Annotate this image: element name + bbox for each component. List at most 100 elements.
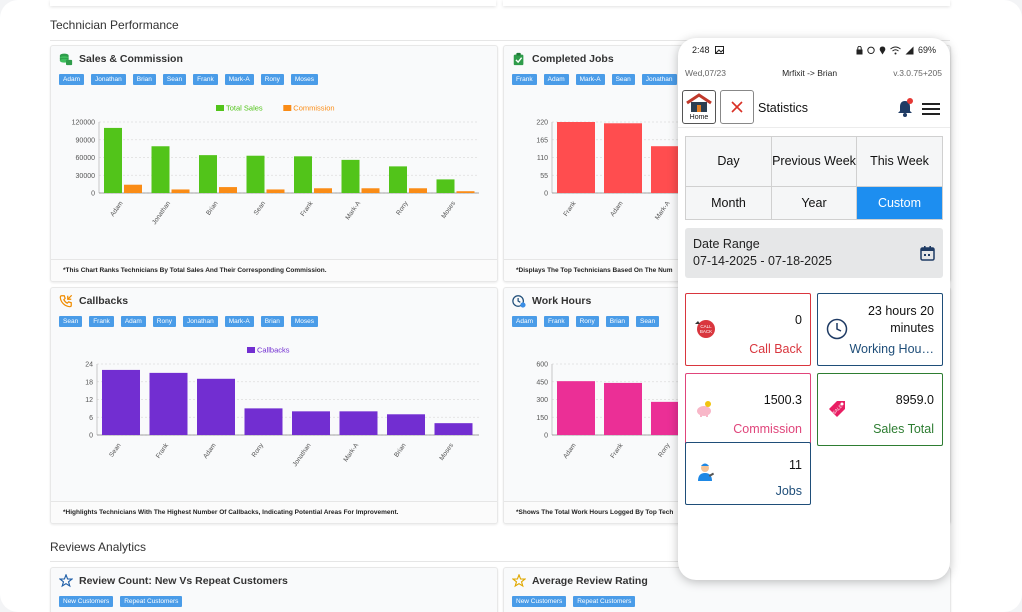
chip-adam[interactable]: Adam xyxy=(543,74,569,85)
period-month[interactable]: Month xyxy=(686,187,772,219)
chip-sean[interactable]: Sean xyxy=(162,74,187,85)
alarm-status-icon xyxy=(867,46,875,54)
card-title: Sales & Commission xyxy=(79,53,183,65)
x-tick-label: Sean xyxy=(108,442,123,459)
chip-frank[interactable]: Frank xyxy=(543,316,569,327)
lock-status-icon xyxy=(856,45,863,54)
chip-adam[interactable]: Adam xyxy=(512,316,537,327)
chip-rony[interactable]: Rony xyxy=(152,316,176,327)
period-year[interactable]: Year xyxy=(772,187,857,219)
bar-commission xyxy=(219,187,237,193)
app-header: Home Statistics xyxy=(678,88,950,128)
chip-new-customers[interactable]: New Customers xyxy=(59,596,114,607)
chip-frank[interactable]: Frank xyxy=(512,74,537,85)
chip-frank[interactable]: Frank xyxy=(89,316,114,327)
chip-brian[interactable]: Brian xyxy=(605,316,629,327)
notification-bell-icon[interactable] xyxy=(896,98,914,118)
chip-rony[interactable]: Rony xyxy=(260,74,284,85)
bar-value xyxy=(604,123,642,193)
app-version: v.3.0.75+205 xyxy=(893,68,942,78)
chip-jonathan[interactable]: Jonathan xyxy=(641,74,677,85)
chip-adam[interactable]: Adam xyxy=(120,316,146,327)
card-title: Callbacks xyxy=(79,295,129,307)
battery-level: 69% xyxy=(917,45,936,55)
bar-value xyxy=(557,381,595,435)
stat-card-callbacks[interactable]: CALL BACK 0 Call Back xyxy=(685,293,811,366)
stat-label: Sales Total xyxy=(873,422,934,436)
y-tick-label: 6 xyxy=(89,415,93,422)
svg-text:BACK: BACK xyxy=(700,329,712,334)
y-tick-label: 12 xyxy=(85,397,93,404)
customer-filter-chips: New Customers Repeat Customers xyxy=(59,596,183,607)
bar-commission xyxy=(314,188,332,193)
stat-value: 0 xyxy=(795,313,802,327)
chip-sean[interactable]: Sean xyxy=(635,316,660,327)
period-selector: Day Previous Week This Week Month Year C… xyxy=(685,136,943,220)
stat-label: Jobs xyxy=(775,484,802,498)
chip-mark-a[interactable]: Mark-A xyxy=(575,74,605,85)
close-button[interactable] xyxy=(720,90,754,124)
bar-commission xyxy=(171,189,190,193)
callbacks-card: Callbacks Sean Frank Adam Rony Jonathan … xyxy=(50,287,498,524)
period-custom[interactable]: Custom xyxy=(857,187,942,219)
chip-mark-a[interactable]: Mark-A xyxy=(224,316,254,327)
stat-value: 1500.3 xyxy=(763,393,802,407)
chip-brian[interactable]: Brian xyxy=(260,316,284,327)
chip-adam[interactable]: Adam xyxy=(59,74,84,85)
x-tick-label: Moses xyxy=(440,200,457,220)
legend-label: Total Sales xyxy=(226,104,263,113)
clock-icon xyxy=(826,318,848,340)
card-title: Completed Jobs xyxy=(532,53,614,65)
stat-card-commission[interactable]: 1500.3 Commission xyxy=(685,373,811,446)
current-date: Wed,07/23 xyxy=(685,68,726,78)
bar-value xyxy=(197,378,235,435)
clipboard-check-icon xyxy=(513,52,524,66)
period-previous-week[interactable]: Previous Week xyxy=(772,137,857,187)
chip-rony[interactable]: Rony xyxy=(575,316,599,327)
date-range-value: 07-14-2025 - 07-18-2025 xyxy=(693,254,832,268)
y-tick-label: 60000 xyxy=(76,155,96,162)
date-range-picker[interactable]: Date Range 07-14-2025 - 07-18-2025 xyxy=(685,228,943,278)
chip-sean[interactable]: Sean xyxy=(611,74,635,85)
y-tick-label: 0 xyxy=(91,191,95,198)
stat-card-working-hours[interactable]: 23 hours 20 minutes Working Hou… xyxy=(817,293,943,366)
chip-mark-a[interactable]: Mark-A xyxy=(224,74,254,85)
stat-card-jobs[interactable]: 11 Jobs xyxy=(685,442,811,505)
bar-commission xyxy=(266,189,285,193)
chip-jonathan[interactable]: Jonathan xyxy=(90,74,126,85)
x-tick-label: Adam xyxy=(562,442,577,460)
star-rating-icon xyxy=(512,574,526,588)
chip-moses[interactable]: Moses xyxy=(290,316,319,327)
calendar-icon[interactable] xyxy=(920,245,935,261)
technician-filter-chips: Sean Frank Adam Rony Jonathan Mark-A Bri… xyxy=(59,316,319,327)
chip-frank[interactable]: Frank xyxy=(193,74,218,85)
card-title: Work Hours xyxy=(532,295,592,307)
hamburger-menu-icon[interactable] xyxy=(922,102,940,116)
x-tick-label: Adam xyxy=(109,200,124,218)
chip-jonathan[interactable]: Jonathan xyxy=(182,316,218,327)
work-clock-icon xyxy=(512,295,526,308)
technician-filter-chips: Frank Adam Mark-A Sean Jonathan xyxy=(512,74,677,85)
chip-repeat-customers[interactable]: Repeat Customers xyxy=(120,596,183,607)
stat-value: 11 xyxy=(789,458,802,472)
home-button[interactable]: Home xyxy=(682,90,716,124)
chip-sean[interactable]: Sean xyxy=(59,316,83,327)
coins-icon xyxy=(59,53,73,66)
period-day[interactable]: Day xyxy=(686,137,772,187)
callback-icon: CALL BACK xyxy=(695,320,715,338)
piggy-bank-icon xyxy=(697,401,711,417)
chip-repeat-customers[interactable]: Repeat Customers xyxy=(573,596,636,607)
period-this-week[interactable]: This Week xyxy=(857,137,942,187)
signal-status-icon xyxy=(905,46,914,54)
screen-title: Statistics xyxy=(758,101,809,115)
y-tick-label: 0 xyxy=(89,433,93,440)
stat-card-sales-total[interactable]: SALE 8959.0 Sales Total xyxy=(817,373,943,446)
bar-commission xyxy=(124,184,142,193)
x-tick-label: Mark-A xyxy=(344,200,362,222)
chip-new-customers[interactable]: New Customers xyxy=(512,596,567,607)
chip-brian[interactable]: Brian xyxy=(132,74,156,85)
android-status-bar: 2:48 69% xyxy=(692,45,936,55)
chip-moses[interactable]: Moses xyxy=(290,74,319,85)
bar-commission xyxy=(409,188,427,193)
